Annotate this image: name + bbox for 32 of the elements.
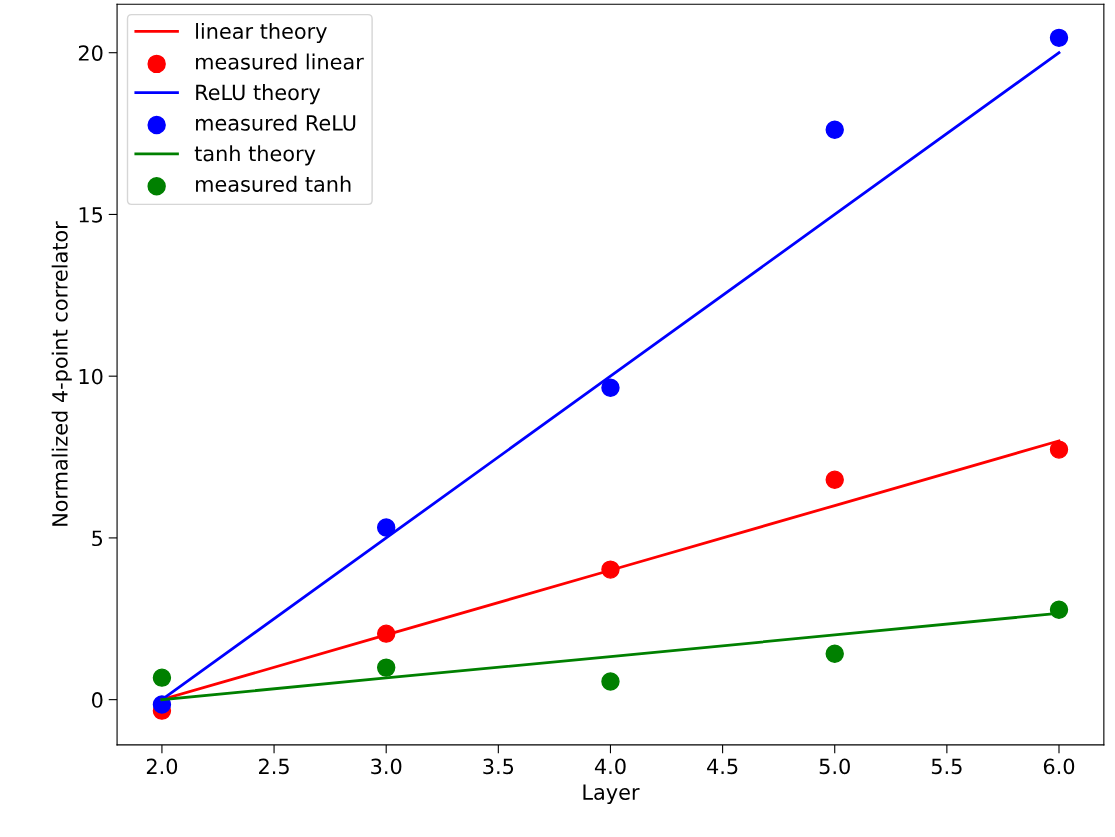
point [825,470,844,489]
legend-label: measured tanh [196,175,351,192]
x-tick-label: 3.0 [371,758,402,775]
y-tick-label: 15 [79,207,103,223]
legend-label: linear theory [196,22,327,44]
point [825,644,844,663]
y-tick-label: 10 [79,368,103,385]
x-axis-title: Layer [583,784,640,805]
y-tick-label: 5 [92,530,103,547]
y-tick-label: 20 [78,45,103,61]
x-tick-label: 2.0 [146,758,178,775]
x-tick-label: 5.5 [931,758,962,775]
point [825,120,844,139]
y-axis-title: Normalized 4-point correlator [51,221,72,526]
x-tick-label: 4.0 [594,758,626,775]
x-tick-label: 6.0 [1043,758,1075,775]
point [1049,28,1069,48]
point [376,518,396,537]
x-tick-label: 2.5 [259,758,289,775]
legend-label: measured ReLU [196,114,356,131]
y-tick-label: 0 [92,692,103,708]
point [152,668,172,687]
point [601,672,620,691]
legend-label: ReLU theory [196,84,321,105]
x-tick-label: 5.0 [819,758,850,775]
x-tick-label: 3.5 [483,758,514,775]
point [1049,440,1069,459]
point [376,658,396,677]
point [601,378,620,398]
legend-label: measured linear [196,53,364,70]
x-tick-label: 4.5 [707,758,738,775]
legend-label: tanh theory [194,145,316,166]
